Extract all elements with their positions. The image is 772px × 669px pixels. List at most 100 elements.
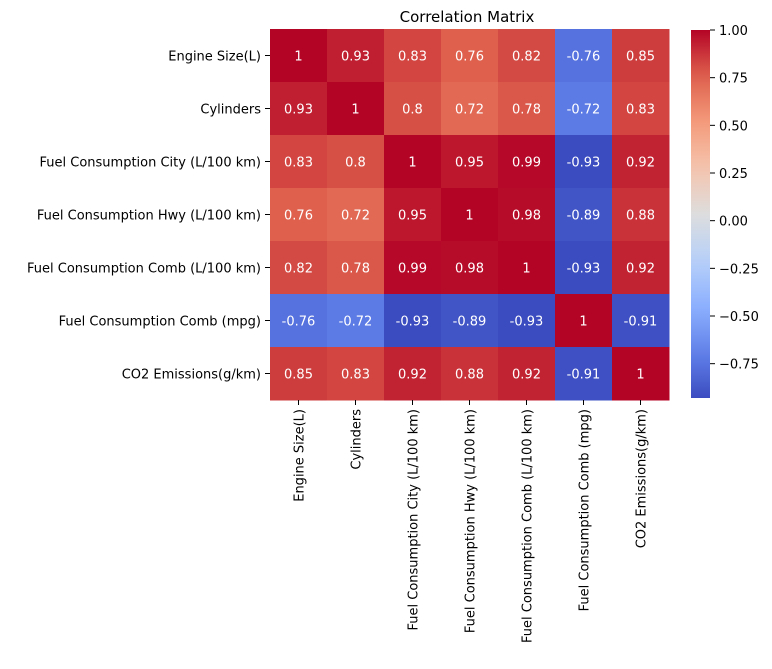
- cell-label: -0.93: [567, 262, 601, 277]
- heatmap-cells: 1 0.93 0.83 0.76 0.82 -0.76 0.85 0.93 1 0.8 0.72 0.…: [270, 29, 670, 401]
- heatmap-cell: [327, 135, 385, 189]
- cell-label: 0.93: [341, 50, 370, 65]
- heatmap-cell: [612, 29, 670, 83]
- cell-label: 0.99: [398, 262, 427, 277]
- heatmap-cell: [498, 82, 556, 136]
- cell-label: -0.89: [567, 209, 601, 224]
- cell-label: 1: [465, 209, 473, 224]
- y-tick-label: Fuel Consumption City (L/100 km): [40, 156, 262, 171]
- heatmap-cell: [270, 294, 328, 348]
- cell-label: 0.82: [512, 50, 541, 65]
- heatmap-cell: [384, 82, 442, 136]
- heatmap-cell: [441, 347, 499, 401]
- cell-label: 0.85: [626, 50, 655, 65]
- cell-label: -0.93: [396, 315, 430, 330]
- cell-label: 1: [408, 156, 416, 171]
- colorbar: 1.00 0.75 0.50 0.25 0.00 −0.25 −0.50 −0.75: [691, 24, 759, 398]
- heatmap-cell: [555, 294, 613, 348]
- x-tick-label: Cylinders: [350, 409, 365, 470]
- heatmap-cell: [327, 29, 385, 83]
- cell-label: -0.72: [567, 103, 601, 118]
- cell-label: 0.93: [284, 103, 313, 118]
- cell-label: -0.93: [567, 156, 601, 171]
- cell-label: 0.92: [512, 368, 541, 383]
- heatmap-cell: [441, 188, 499, 242]
- x-tick-label: Fuel Consumption Comb (mpg): [578, 409, 593, 611]
- heatmap-cell: [612, 188, 670, 242]
- cell-label: -0.93: [510, 315, 544, 330]
- x-tick-labels: Engine Size(L) Cylinders Fuel Consumption …: [293, 400, 650, 643]
- heatmap-cell: [555, 29, 613, 83]
- x-tick-label: Fuel Consumption Comb (L/100 km): [521, 409, 536, 643]
- cell-label: 0.92: [626, 262, 655, 277]
- heatmap-cell: [384, 294, 442, 348]
- cell-label: 1: [636, 368, 644, 383]
- cell-label: 0.8: [345, 156, 366, 171]
- heatmap-cell: [498, 294, 556, 348]
- heatmap-cell: [555, 135, 613, 189]
- cell-label: -0.72: [339, 315, 373, 330]
- cell-label: 1: [294, 50, 302, 65]
- cell-label: -0.76: [567, 50, 601, 65]
- heatmap-cell: [441, 29, 499, 83]
- y-tick-labels: Engine Size(L) Cylinders Fuel Consumption …: [27, 50, 270, 383]
- y-tick-label: Fuel Consumption Comb (L/100 km): [27, 262, 261, 277]
- heatmap-cell: [384, 135, 442, 189]
- colorbar-tick-label: 0.50: [719, 119, 748, 134]
- cell-label: 0.83: [284, 156, 313, 171]
- heatmap-cell: [612, 82, 670, 136]
- heatmap-cell: [441, 294, 499, 348]
- cell-label: -0.76: [282, 315, 316, 330]
- cell-label: -0.91: [624, 315, 658, 330]
- colorbar-gradient: [691, 30, 710, 398]
- heatmap-cell: [270, 241, 328, 295]
- cell-label: 0.99: [512, 156, 541, 171]
- heatmap-cell: [555, 188, 613, 242]
- heatmap-cell: [327, 188, 385, 242]
- cell-label: 0.85: [284, 368, 313, 383]
- heatmap-cell: [327, 347, 385, 401]
- cell-label: 0.76: [455, 50, 484, 65]
- cell-label: 0.95: [398, 209, 427, 224]
- y-tick-label: Fuel Consumption Comb (mpg): [59, 315, 261, 330]
- cell-label: 0.92: [626, 156, 655, 171]
- colorbar-tick-label: 0.00: [719, 215, 748, 230]
- heatmap-cell: [441, 241, 499, 295]
- heatmap-cell: [612, 135, 670, 189]
- x-tick-label: Fuel Consumption Hwy (L/100 km): [464, 409, 479, 633]
- colorbar-tick-label: −0.75: [719, 358, 759, 373]
- heatmap-cell: [327, 241, 385, 295]
- y-tick-label: Engine Size(L): [168, 50, 261, 65]
- cell-label: 0.83: [398, 50, 427, 65]
- cell-label: 0.72: [455, 103, 484, 118]
- heatmap-cell: [555, 241, 613, 295]
- cell-label: 0.83: [341, 368, 370, 383]
- heatmap-cell: [441, 82, 499, 136]
- colorbar-tick-label: 0.75: [719, 72, 748, 87]
- y-tick-label: Fuel Consumption Hwy (L/100 km): [37, 209, 261, 224]
- heatmap-cell: [270, 82, 328, 136]
- colorbar-tick-label: 1.00: [719, 24, 748, 39]
- cell-label: 1: [351, 103, 359, 118]
- chart-title: Correlation Matrix: [400, 8, 535, 26]
- heatmap-cell: [498, 188, 556, 242]
- colorbar-tick-label: 0.25: [719, 167, 748, 182]
- x-tick-label: Fuel Consumption City (L/100 km): [407, 409, 422, 631]
- heatmap-cell: [270, 29, 328, 83]
- heatmap-cell: [612, 294, 670, 348]
- heatmap-cell: [555, 347, 613, 401]
- cell-label: 0.82: [284, 262, 313, 277]
- cell-label: 0.98: [512, 209, 541, 224]
- heatmap-cell: [384, 347, 442, 401]
- cell-label: 0.8: [402, 103, 423, 118]
- heatmap-cell: [270, 135, 328, 189]
- cell-label: 0.98: [455, 262, 484, 277]
- cell-label: 1: [579, 315, 587, 330]
- heatmap-cell: [327, 82, 385, 136]
- heatmap-cell: [384, 188, 442, 242]
- cell-label: -0.89: [453, 315, 487, 330]
- y-tick-label: CO2 Emissions(g/km): [122, 368, 261, 383]
- heatmap-cell: [612, 241, 670, 295]
- colorbar-ticks: 1.00 0.75 0.50 0.25 0.00 −0.25 −0.50 −0.75: [710, 24, 759, 373]
